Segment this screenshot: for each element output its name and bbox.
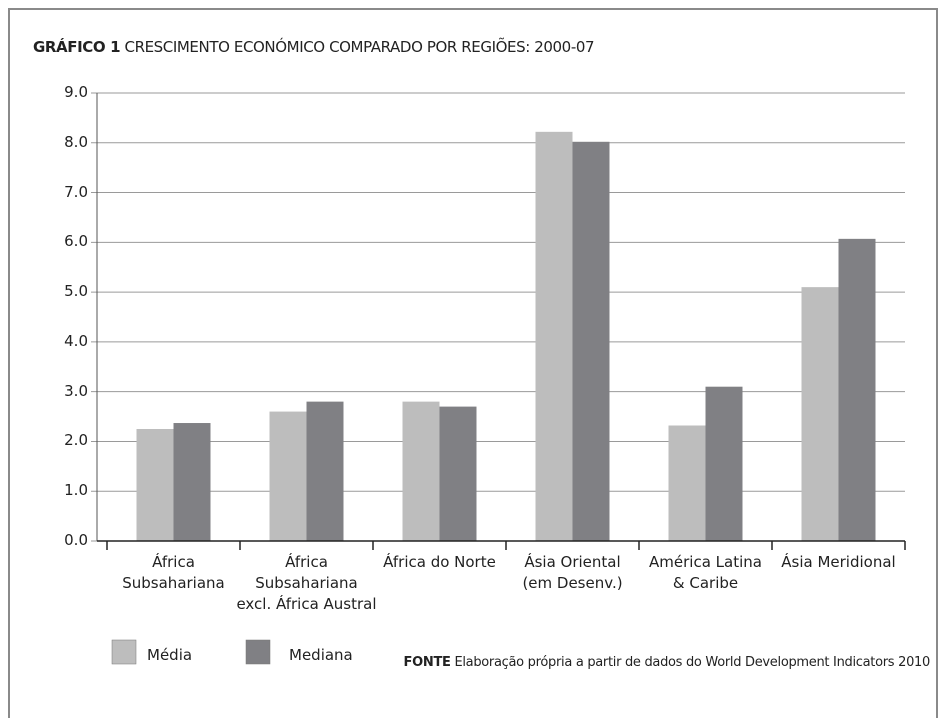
bar [572,141,610,541]
x-tick-label: África Subsahariana [122,553,225,592]
x-tick-label: Ásia Oriental (em Desenv.) [522,553,623,592]
legend-swatch [111,639,137,665]
bar [705,386,743,541]
chart-label: GRÁFICO 1 [33,38,121,56]
bar [402,401,440,541]
bar [801,287,839,541]
y-tick-label: 9.0 [64,83,88,101]
bar [535,131,573,541]
x-tick-label: África do Norte [383,553,496,571]
legend-swatch [245,639,271,665]
y-tick-label: 2.0 [64,431,88,450]
y-tick-label: 3.0 [64,381,88,400]
y-tick-label: 1.0 [64,481,88,500]
frame [8,8,938,718]
bar [136,429,174,541]
bar [439,406,477,541]
y-tick-label: 5.0 [64,282,88,301]
source: FONTE Elaboração própria a partir de dad… [403,655,931,670]
legend-label: Mediana [289,646,353,664]
legend-label: Média [147,646,193,664]
y-tick-label: 8.0 [64,132,88,151]
source-text: Elaboração própria a partir de dados do … [454,655,930,670]
x-tick-label: África Subsahariana excl. África Austral [236,553,377,613]
bar [269,411,307,541]
y-tick-label: 7.0 [64,182,88,201]
y-tick-label: 0.0 [64,531,88,549]
chart-title: GRÁFICO 1 CRESCIMENTO ECONÓMICO COMPARAD… [33,38,595,56]
x-tick-label: Ásia Meridional [781,553,896,571]
bar [668,425,706,541]
bar [173,423,211,541]
source-label: FONTE [403,655,451,670]
title-text: CRESCIMENTO ECONÓMICO COMPARADO POR REGI… [124,38,595,56]
y-tick-label: 4.0 [64,331,88,350]
x-tick-label: América Latina & Caribe [649,553,762,592]
bar [838,238,876,542]
bar [306,401,344,541]
y-tick-label: 6.0 [64,232,88,251]
